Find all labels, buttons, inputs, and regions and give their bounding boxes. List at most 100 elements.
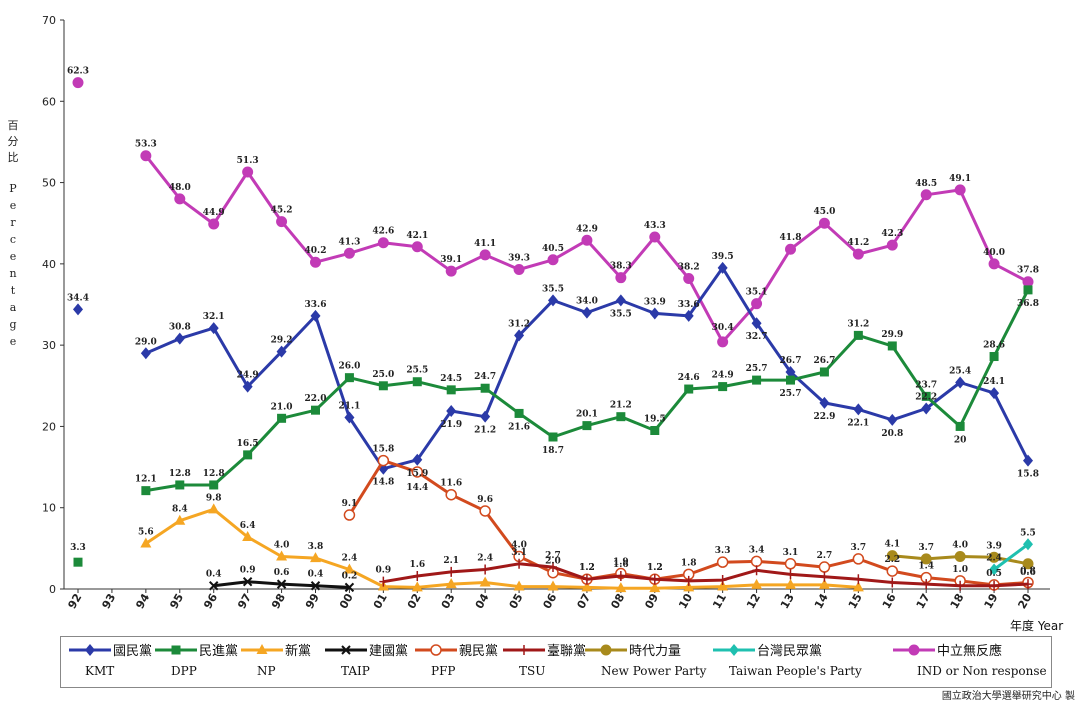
data-label-kmt: 34.4 (67, 293, 89, 303)
x-axis-label: 年度 Year (1010, 618, 1063, 633)
data-point-ind (649, 231, 661, 243)
data-label-ind: 38.3 (610, 262, 632, 272)
y-axis-label-letter: c (9, 233, 17, 246)
data-label-kmt: 21.9 (440, 420, 462, 430)
data-label-tsu: 1.6 (409, 560, 425, 570)
data-label-npp: 3.7 (918, 543, 934, 553)
data-label-dpp: 26.7 (813, 356, 835, 366)
data-point-kmt (446, 404, 457, 417)
data-label-ind: 49.1 (949, 174, 971, 184)
data-point-taip (242, 576, 253, 587)
data-point-tsu (752, 565, 761, 576)
y-axis-label-letter: e (9, 250, 17, 263)
legend-label-en: New Power Party (601, 664, 707, 678)
y-tick-label: 0 (49, 583, 56, 596)
x-tick-label: 08 (608, 591, 627, 611)
data-label-kmt: 32.7 (746, 332, 768, 342)
data-label-pfp: 1.2 (579, 563, 595, 573)
data-point-np (547, 580, 559, 591)
data-point-kmt (819, 396, 830, 409)
data-label-pfp: 2.2 (884, 555, 900, 565)
series-ind (72, 77, 1034, 348)
legend-label-en: DPP (171, 664, 197, 678)
legend-swatch-marker (171, 645, 181, 655)
data-label-dpp: 19.5 (644, 414, 666, 424)
data-point-np (411, 581, 423, 592)
data-point-dpp (548, 432, 558, 442)
data-label-pfp: 11.6 (440, 479, 462, 489)
chart-axes: 0 10 20 30 40 50 60 70 92 93 94 95 96 97 98 99 00 01 02 03 0… (42, 14, 1050, 611)
y-tick-label: 20 (42, 420, 56, 433)
data-label-np: 6.4 (240, 521, 256, 531)
data-point-ind (954, 184, 966, 196)
data-label-taip: 0.2 (342, 571, 358, 581)
data-label-dpp: 26.0 (338, 362, 360, 372)
legend-label-en: NP (257, 664, 276, 678)
data-point-pfp (818, 561, 831, 573)
data-label-dpp: 25.7 (780, 389, 802, 399)
data-point-dpp (955, 421, 965, 431)
data-point-dpp (243, 450, 253, 460)
data-label-tsu: 3.1 (511, 548, 527, 558)
data-point-tsu (854, 574, 863, 585)
data-label-ind: 35.1 (746, 288, 768, 298)
legend-swatch-tsu (503, 645, 545, 655)
data-label-ind: 40.2 (305, 246, 327, 256)
legend-swatch-dpp (155, 645, 197, 655)
y-tick-label: 30 (42, 339, 56, 352)
legend-swatch-marker (85, 644, 95, 656)
data-label-ind: 40.5 (542, 244, 564, 254)
data-label-ind: 53.3 (135, 140, 157, 150)
data-point-tpp (1023, 538, 1033, 551)
data-point-tsu (1024, 579, 1032, 590)
y-axis-label-letter: e (9, 335, 17, 348)
data-label-dpp: 12.1 (135, 475, 157, 485)
y-axis-label-letter: t (10, 284, 16, 297)
data-point-ind (343, 247, 355, 259)
data-label-tsu: 1.2 (579, 563, 595, 573)
data-point-tpp (989, 563, 1000, 576)
data-label-ind: 41.3 (338, 237, 360, 247)
data-point-taip (310, 581, 321, 591)
data-point-np (785, 578, 796, 589)
data-label-np: 3.8 (308, 542, 324, 552)
x-tick-label: 93 (99, 591, 118, 611)
x-tick-label: 92 (66, 591, 85, 611)
data-point-pfp (750, 555, 763, 568)
data-point-np (581, 581, 593, 592)
legend-label-zh: 臺聯黨 (547, 644, 587, 659)
legend-label-zh: 親民黨 (459, 644, 499, 659)
data-label-pfp: 3.7 (851, 543, 867, 553)
data-label-ind: 45.0 (813, 207, 835, 217)
data-point-ind (513, 264, 525, 276)
data-label-npp: 4.1 (884, 540, 900, 550)
data-label-dpp: 23.7 (915, 380, 937, 390)
data-point-dpp (989, 352, 999, 362)
data-label-tsu: 0.9 (376, 566, 392, 576)
data-point-kmt (955, 376, 966, 389)
data-label-tsu: 1.2 (647, 563, 663, 573)
data-label-ind: 62.3 (67, 67, 89, 77)
data-label-ind: 30.4 (712, 323, 734, 333)
data-point-ind (717, 336, 729, 348)
data-point-np (818, 578, 830, 589)
x-tick-label: 11 (710, 591, 729, 611)
data-point-dpp (480, 383, 490, 393)
data-point-dpp (1023, 285, 1033, 295)
data-point-pfp (852, 553, 865, 565)
legend-swatch-marker (908, 644, 920, 656)
data-label-ind: 41.8 (780, 233, 802, 243)
data-point-ind (988, 258, 1000, 270)
data-point-ind (310, 256, 321, 268)
data-point-kmt (1023, 454, 1033, 467)
data-label-pfp: 4.0 (511, 540, 527, 550)
y-axis-label-letter: a (9, 301, 17, 314)
data-point-np (649, 582, 661, 593)
data-label-ind: 40.0 (983, 248, 1005, 258)
data-label-taip: 0.6 (274, 568, 290, 578)
data-point-pfp (411, 466, 424, 478)
data-label-npp: 4.0 (952, 540, 968, 550)
data-point-dpp (786, 375, 795, 385)
data-point-tsu (616, 570, 625, 581)
series-tpp (989, 538, 1033, 576)
